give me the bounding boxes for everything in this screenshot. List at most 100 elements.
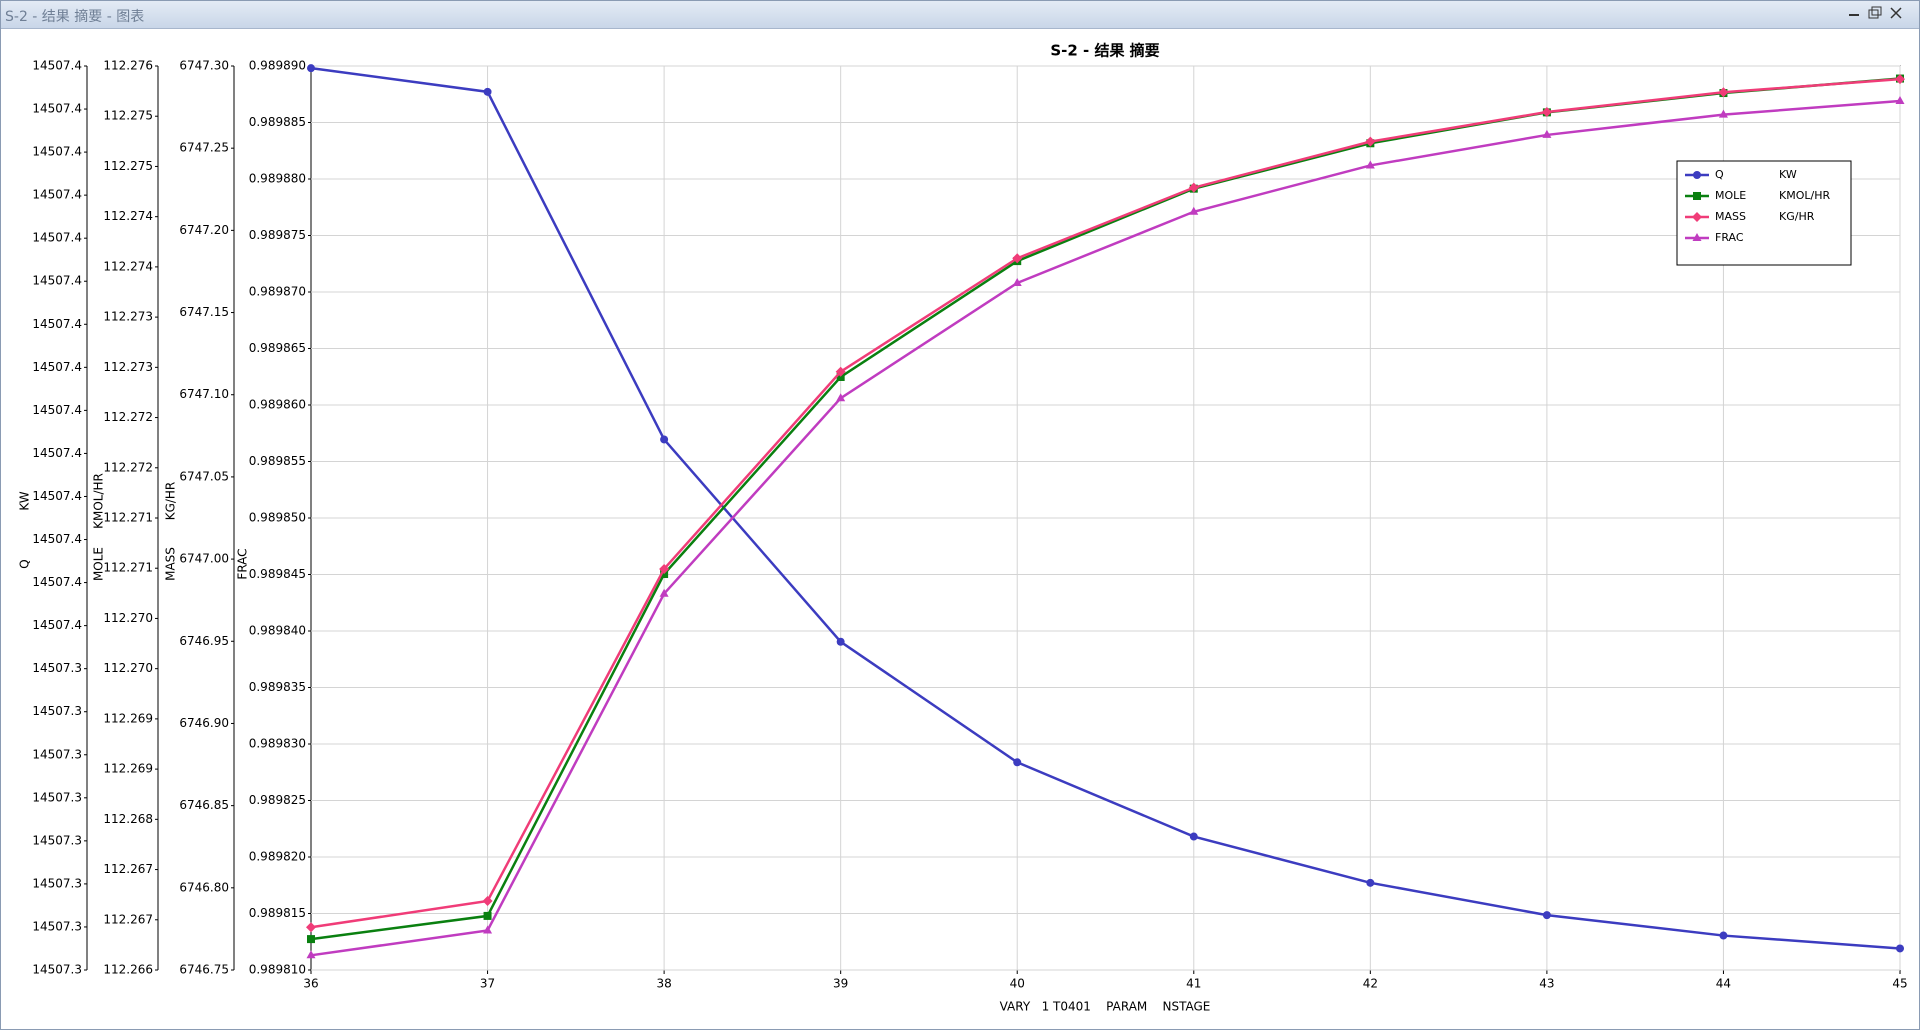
- y-tick-label: 112.269: [103, 711, 153, 725]
- marker: [482, 895, 493, 906]
- y-tick-label: 112.274: [103, 259, 153, 273]
- y-tick-label: 112.271: [103, 511, 153, 525]
- y-tick-label: 112.267: [103, 912, 153, 926]
- legend-box: [1676, 160, 1852, 266]
- legend-label: MASS: [1715, 210, 1746, 223]
- restore-button-back: [1871, 6, 1882, 16]
- x-tick-label: 36: [303, 977, 318, 991]
- marker: [659, 588, 669, 597]
- chart-title: S-2 - 结果 摘要: [1050, 42, 1159, 60]
- y-tick-label: 0.989810: [249, 963, 306, 977]
- y-tick-label: 0.989885: [249, 115, 306, 129]
- legend-label: FRAC: [1715, 231, 1744, 244]
- marker: [1013, 758, 1022, 767]
- marker: [1365, 136, 1376, 147]
- y-axis-unit: KMOL/HR: [92, 473, 106, 529]
- y-tick-label: 112.275: [103, 159, 153, 173]
- minimize-button[interactable]: [1849, 14, 1859, 16]
- y-tick-label: 14507.4: [32, 532, 82, 546]
- marker: [483, 911, 492, 920]
- marker: [1692, 212, 1702, 222]
- y-tick-label: 6746.80: [179, 880, 229, 894]
- y-tick-label: 6747.30: [179, 59, 229, 73]
- x-tick-label: 38: [656, 977, 671, 991]
- y-tick-label: 0.989845: [249, 567, 306, 581]
- y-tick-label: 112.269: [103, 762, 153, 776]
- y-tick-label: 0.989850: [249, 511, 306, 525]
- y-tick-label: 6746.85: [179, 798, 229, 812]
- window-title: S-2 - 结果 摘要 - 图表: [5, 9, 145, 25]
- marker: [836, 637, 845, 646]
- marker: [660, 435, 669, 444]
- marker: [306, 922, 316, 933]
- y-tick-label: 0.989835: [249, 680, 306, 694]
- y-tick-label: 0.989820: [249, 850, 306, 864]
- x-tick-label: 40: [1010, 977, 1025, 991]
- chart: S-2 - 结果 摘要 VARY 1 T0401 PARAM NSTAGE 36…: [18, 42, 1908, 1014]
- y-tick-label: 112.267: [103, 862, 153, 876]
- marker: [306, 950, 316, 959]
- y-tick-label: 14507.4: [32, 145, 82, 159]
- close-button[interactable]: [1890, 7, 1902, 19]
- restore-button[interactable]: [1868, 9, 1879, 19]
- y-tick-label: 112.272: [103, 460, 153, 474]
- marker: [1012, 277, 1022, 286]
- y-axis-unit: KW: [18, 491, 32, 510]
- marker: [1692, 233, 1702, 241]
- y-tick-label: 14507.4: [32, 618, 82, 632]
- marker: [307, 935, 315, 944]
- y-tick-label: 0.989860: [249, 398, 306, 412]
- marker: [1366, 878, 1375, 887]
- y-tick-label: 14507.4: [32, 403, 82, 417]
- marker: [483, 87, 492, 96]
- y-tick-label: 6746.95: [179, 634, 229, 648]
- marker: [836, 372, 845, 381]
- y-tick-label: 112.274: [103, 209, 153, 223]
- x-tick-label: 42: [1363, 977, 1378, 991]
- y-tick-label: 112.275: [103, 109, 153, 123]
- y-tick-label: 0.989875: [249, 228, 306, 242]
- marker: [1542, 129, 1552, 138]
- x-tick-label: 45: [1892, 977, 1907, 991]
- y-tick-label: 112.272: [103, 410, 153, 424]
- y-tick-label: 0.989840: [249, 624, 306, 638]
- y-tick-label: 14507.3: [32, 790, 82, 804]
- y-tick-label: 0.989880: [249, 172, 306, 186]
- y-tick-label: 112.271: [103, 561, 153, 575]
- marker: [1718, 87, 1729, 98]
- y-tick-label: 14507.3: [32, 833, 82, 847]
- y-tick-label: 6747.25: [179, 141, 229, 155]
- x-tick-label: 37: [480, 977, 495, 991]
- legend-label: MOLE: [1715, 189, 1746, 202]
- x-tick-label: 41: [1186, 977, 1201, 991]
- marker: [1189, 206, 1199, 215]
- marker: [1718, 109, 1728, 118]
- y-tick-label: 14507.3: [32, 963, 82, 977]
- y-tick-label: 0.989855: [249, 454, 306, 468]
- marker: [307, 64, 315, 73]
- y-axis-title: FRAC: [236, 548, 250, 579]
- marker: [1188, 182, 1199, 193]
- y-tick-label: 6746.75: [179, 963, 229, 977]
- marker: [836, 393, 846, 402]
- marker: [835, 366, 846, 377]
- window-buttons[interactable]: [1845, 5, 1915, 25]
- title-bar: S-2 - 结果 摘要 - 图表: [1, 1, 1919, 29]
- marker: [483, 925, 493, 934]
- series-line: [310, 77, 1901, 929]
- y-tick-label: 6747.20: [179, 223, 229, 237]
- y-tick-label: 112.270: [103, 661, 153, 675]
- marker: [1895, 96, 1905, 105]
- y-tick-label: 0.989830: [249, 737, 306, 751]
- legend: Q KW MOLE KMOL/HR MASS KG/HR FRAC: [1676, 160, 1852, 266]
- y-tick-label: 112.270: [103, 611, 153, 625]
- y-tick-label: 0.989815: [249, 906, 306, 920]
- marker: [1693, 171, 1701, 179]
- y-tick-label: 0.989825: [249, 793, 306, 807]
- x-tick-label: 44: [1716, 977, 1731, 991]
- y-tick-label: 112.268: [103, 812, 153, 826]
- y-tick-label: 6746.90: [179, 716, 229, 730]
- y-tick-label: 14507.3: [32, 876, 82, 890]
- y-tick-label: 14507.3: [32, 919, 82, 933]
